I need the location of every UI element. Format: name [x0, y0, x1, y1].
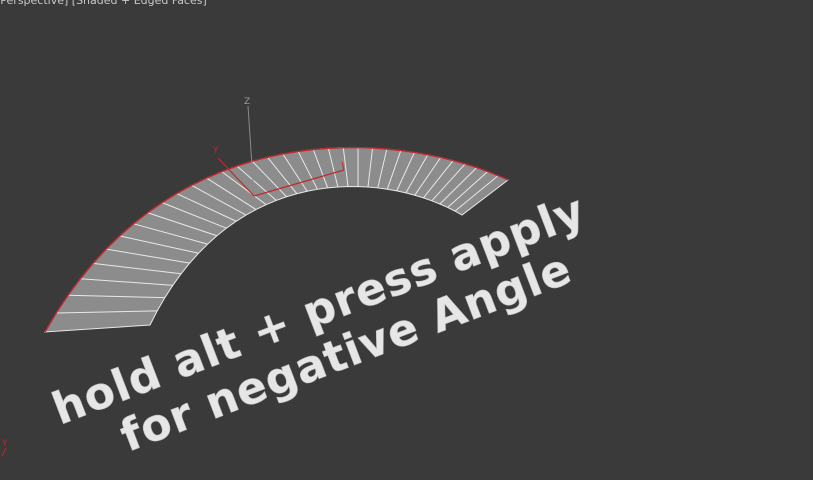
arc-mesh-segment-edge: [431, 163, 466, 202]
arc-mesh-segment-edge: [191, 184, 247, 216]
arc-mesh-segment-edge: [342, 147, 349, 187]
world-axis-label: Y: [1, 439, 8, 449]
arc-mesh-segment-edge: [267, 156, 298, 195]
arc-mesh-segment-edge: [106, 248, 190, 264]
arc-mesh-segment-edge: [119, 235, 199, 254]
arc-mesh-segment-edge: [377, 148, 388, 189]
arc-mesh-segment-edge: [206, 177, 257, 210]
arc-mesh-segment-edge: [327, 148, 339, 188]
arc-mesh-segment-edge: [56, 310, 158, 314]
arc-mesh-segment-edge: [80, 278, 173, 286]
arc-mesh-segment-edge: [414, 157, 442, 196]
arc-mesh-object[interactable]: [44, 146, 509, 333]
arc-mesh-segment-edge: [454, 175, 499, 212]
world-axis-line: [1, 447, 7, 457]
arc-mesh-segment-edge: [221, 171, 267, 206]
gizmo-z-label: Z: [244, 97, 250, 107]
arc-mesh-segment-edge: [367, 148, 374, 188]
arc-mesh-segment-edge: [423, 160, 454, 199]
arc-mesh-segment-edge: [282, 153, 308, 192]
arc-mesh-segment-edge: [447, 171, 489, 208]
arc-mesh-segment-edge: [161, 202, 227, 229]
arc-mesh-segment-edge: [93, 262, 182, 275]
gizmo-x-tick: [341, 161, 345, 171]
gizmo-y-label: Y: [212, 146, 219, 156]
gizmo-z-axis[interactable]: [247, 105, 255, 197]
arc-mesh-segment-edge: [439, 167, 478, 205]
arc-mesh-segment-edge: [68, 294, 165, 299]
arc-mesh-segment-edge: [386, 150, 402, 190]
arc-selection-edge: [44, 146, 509, 333]
gizmo-x-axis[interactable]: [253, 169, 345, 197]
arc-mesh-segment-edge: [312, 149, 329, 189]
arc-mesh-segment-edge: [236, 165, 277, 201]
arc-mesh-segment-edge: [405, 154, 429, 194]
arc-mesh-segment-edge: [147, 212, 218, 237]
arc-mesh-segment-edge: [176, 193, 237, 222]
viewport-label[interactable]: [Perspective] [Shaded + Edged Faces]: [0, 0, 207, 7]
arc-mesh-segment-edge: [396, 152, 415, 192]
arc-mesh-segment-edge: [133, 223, 208, 245]
arc-mesh-segment-edge: [297, 151, 318, 190]
arc-mesh-segment-edge: [251, 160, 287, 198]
gizmo-y-axis[interactable]: [217, 157, 255, 197]
transform-gizmo[interactable]: Z Y: [212, 97, 345, 197]
